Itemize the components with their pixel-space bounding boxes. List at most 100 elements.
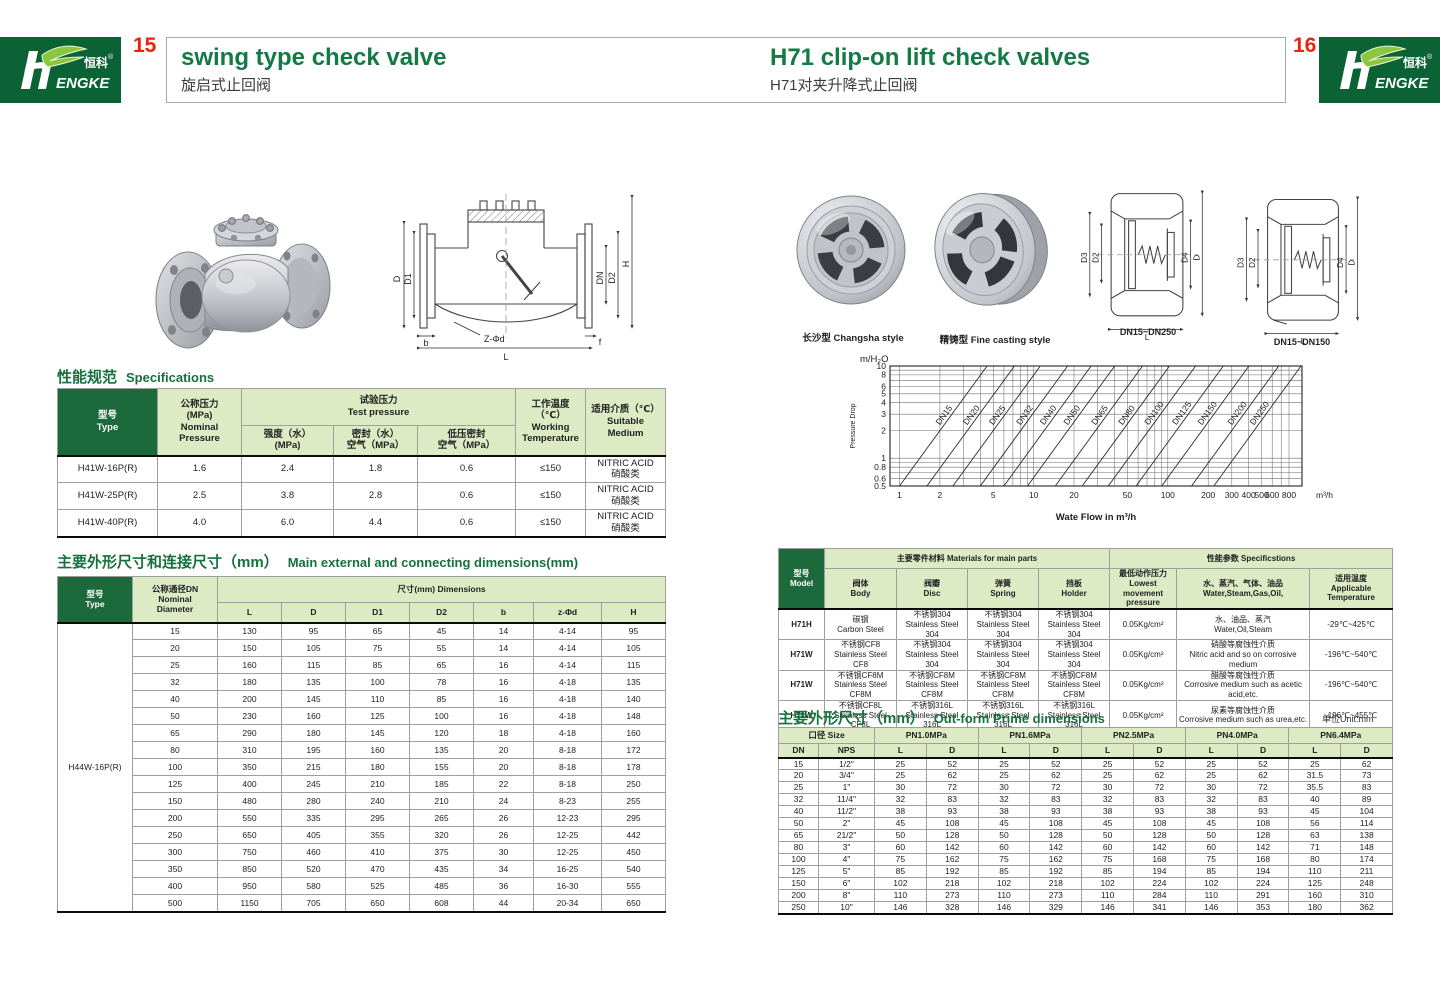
table-cell: 72 (1029, 781, 1083, 794)
table-cell: 195 (281, 741, 346, 759)
page-title-right: H71 clip-on lift check valves H71对夹升降式止回… (770, 44, 1090, 95)
table-cell: 38 (1081, 805, 1135, 818)
table-cell: 245 (281, 775, 346, 793)
table-row: 200 8" 110 273 110 273 110 284 110 291 160 310 (778, 889, 1394, 902)
table-cell: 45 (1081, 817, 1135, 830)
table-cell: 650 (217, 826, 282, 844)
table-cell: 148 (601, 707, 666, 725)
table-row: 350 850 520 470 435 34 16-25 540 (58, 860, 666, 878)
table-header-cell: 工作温度（℃） Working Temperature (515, 388, 587, 456)
table-cell: 6.0 (241, 509, 334, 537)
table-cell: 341 (1133, 901, 1186, 914)
table-row: H41W-25P(R) 2.5 3.8 2.8 0.6 ≤150 NITRIC ACID 硝… (57, 482, 667, 510)
spec-table-container: 型号 Type 公称压力 (MPa) Nominal Pressure 试验压力 T… (57, 388, 667, 538)
table-cell: 148 (1340, 841, 1394, 854)
table-cell: 608 (409, 894, 474, 912)
table-cell: 100 (409, 707, 474, 725)
table-cell: 750 (217, 843, 282, 861)
table-header-cell: 强度（水） (MPa) (241, 425, 334, 456)
unit-note: 单位Unit:mm (1322, 714, 1374, 724)
table-row: H71W 不锈钢CF8 Stainless Steel CF8 不锈钢304 Sta… (778, 639, 1394, 671)
table-cell: NITRIC ACID 硝酸类 (585, 455, 667, 483)
table-cell: -196℃~455℃ (1309, 699, 1394, 732)
table-cell: 178 (601, 758, 666, 776)
chart-title: m/H₂O (860, 354, 889, 365)
dimensions-table-container: 型号 Type 公称通径DN Nominal Diameter 尺寸(mm) Dim… (57, 576, 666, 913)
table-cell: 65 (409, 656, 474, 674)
table-cell: 210 (409, 792, 474, 810)
page-title-right-zh: H71对夹升降式止回阀 (770, 77, 918, 95)
dim-label-D2: D2 (607, 272, 617, 284)
table-cell: 11/2" (818, 805, 875, 818)
table-cell: 3.8 (241, 482, 334, 510)
table-cell: 291 (1236, 889, 1290, 902)
table-cell: 192 (1029, 865, 1083, 878)
table-cell: 52 (925, 757, 979, 770)
table-header-cell: 型号 Type (57, 388, 158, 456)
table-cell: 85 (1081, 865, 1135, 878)
table-cell: 20 (132, 639, 218, 657)
table-cell: 65 (778, 829, 819, 842)
table-cell: 135 (601, 673, 666, 691)
table-cell: 215 (281, 758, 346, 776)
table-header-cell: L (1184, 743, 1238, 758)
table-cell: 135 (281, 673, 346, 691)
table-cell: 不锈钢CF8M Stainless Steel CF8M (1037, 669, 1111, 701)
table-cell: 8-18 (533, 775, 602, 793)
y-tick-label: 0.8 (874, 462, 886, 472)
wafer-valve-photo-changsha (793, 188, 911, 321)
table-cell: 320 (409, 826, 474, 844)
table-cell: 250 (132, 826, 218, 844)
table-header-cell: 公称压力 (MPa) Nominal Pressure (157, 388, 242, 456)
table-cell: 485 (409, 877, 474, 895)
table-cell: 142 (1029, 841, 1083, 854)
table-cell: 194 (1236, 865, 1290, 878)
table-header-cell: H (601, 602, 666, 623)
x-tick-label: 2 (938, 490, 943, 500)
table-header-cell: 低压密封 空气（MPa） (416, 425, 517, 456)
table-cell: 110 (1184, 889, 1238, 902)
section-heading-outform: 主要外形尺寸（mm） Out-form Prime dimensions (778, 707, 1105, 728)
table-row: 50 230 160 125 100 16 4-18 148 (58, 707, 666, 725)
table-cell: 不锈钢316L Stainless Steel 316L (896, 699, 968, 732)
table-cell: 62 (1133, 769, 1186, 782)
table-cell: 2" (818, 817, 875, 830)
table-cell: 26 (473, 826, 534, 844)
x-tick-label: 400 (1242, 490, 1256, 500)
table-header-cell: 口径 Size (778, 727, 875, 744)
table-cell: 194 (1133, 865, 1186, 878)
table-cell: 353 (1236, 901, 1290, 914)
brand-logo-left: 恒科 ® ENGKE (0, 37, 121, 103)
table-cell: 125 (132, 775, 218, 793)
dim-label-L: L (1145, 333, 1150, 342)
section-heading-zh: 主要外形尺寸（mm） (778, 710, 925, 727)
table-row: 80 310 195 160 135 20 8-18 172 (58, 741, 666, 759)
table-cell: 265 (409, 809, 474, 827)
table-header-cell: D2 (409, 602, 474, 623)
table-row: 20 3/4" 25 62 25 62 25 62 25 62 31.5 73 (778, 769, 1394, 782)
materials-table-container: 型号 Model 主要零件材料 Materials for main parts 性… (778, 548, 1394, 732)
table-cell: 93 (1236, 805, 1290, 818)
table-cell: 295 (345, 809, 410, 827)
table-row: 150 6" 102 218 102 218 102 224 102 224 125 248 (778, 877, 1394, 890)
table-header-cell: 型号 Model (778, 548, 825, 610)
table-cell: 104 (1340, 805, 1394, 818)
table-cell: 8-18 (533, 758, 602, 776)
table-cell: 31.5 (1288, 769, 1342, 782)
table-cell: 不锈钢304 Stainless Steel 304 (967, 608, 1039, 641)
table-cell: 45 (874, 817, 927, 830)
table-cell: 108 (1133, 817, 1186, 830)
table-cell: 16 (473, 690, 534, 708)
table-row: 150 480 280 240 210 24 8-23 255 (58, 792, 666, 810)
section-heading-zh: 性能规范 (57, 369, 118, 386)
table-header-cell: D (281, 602, 346, 623)
table-cell: 290 (217, 724, 282, 742)
table-cell: 45 (1288, 805, 1342, 818)
table-header-cell: 尺寸(mm) Dimensions (217, 576, 666, 603)
y-tick-label: 5 (881, 389, 886, 399)
table-cell: 4-18 (533, 673, 602, 691)
table-cell: 114 (1340, 817, 1394, 830)
table-cell: 400 (132, 877, 218, 895)
table-cell: 3" (818, 841, 875, 854)
table-cell: 38 (977, 805, 1031, 818)
